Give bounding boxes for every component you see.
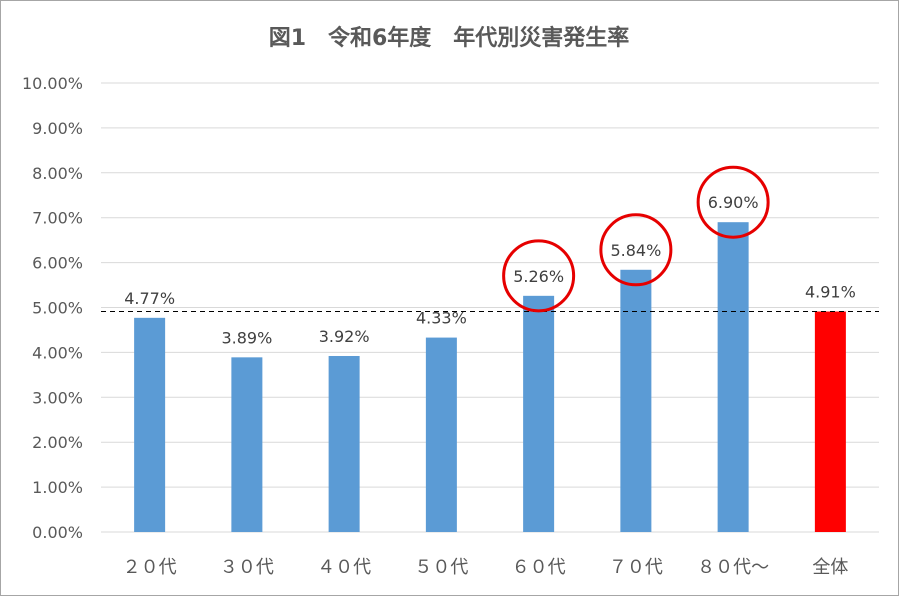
- y-axis-ticks: 0.00% 1.00% 2.00% 3.00% 4.00% 5.00% 6.00% 7.00%…: [22, 74, 83, 542]
- highlight-circle: [696, 165, 770, 239]
- data-label: 4.77%: [124, 289, 175, 308]
- x-category-label: ４０代: [317, 557, 371, 578]
- value-labels: 4.77% 3.89% 3.92% 4.33% 5.26% 5.84% 6.90% 4.91%: [124, 193, 856, 347]
- bar: [231, 357, 263, 532]
- chart-title: 図1 令和6年度 年代別災害発生率: [269, 25, 630, 51]
- x-category-label: ６０代: [512, 557, 566, 578]
- bar: [814, 311, 846, 532]
- data-label: 3.89%: [221, 328, 272, 347]
- data-label: 4.91%: [805, 283, 856, 302]
- x-category-label: ７０代: [609, 557, 663, 578]
- x-category-label: ８０代～: [697, 557, 769, 578]
- y-tick-label: 2.00%: [32, 433, 83, 452]
- bar: [717, 222, 749, 532]
- bar: [134, 317, 166, 532]
- bar: [328, 355, 360, 532]
- data-label: 6.90%: [708, 193, 759, 212]
- bar: [523, 295, 555, 532]
- bar: [425, 337, 457, 532]
- x-category-label: ３０代: [220, 557, 274, 578]
- highlight-circle: [502, 239, 576, 313]
- y-tick-label: 1.00%: [32, 478, 83, 497]
- x-category-label: ５０代: [414, 557, 468, 578]
- y-tick-label: 3.00%: [32, 388, 83, 407]
- data-label: 3.92%: [319, 327, 370, 346]
- y-tick-label: 7.00%: [32, 209, 83, 228]
- data-label: 5.26%: [513, 267, 564, 286]
- y-tick-label: 4.00%: [32, 343, 83, 362]
- y-tick-label: 10.00%: [22, 74, 83, 93]
- bars: [134, 222, 846, 532]
- x-category-label: 全体: [812, 557, 848, 578]
- data-label: 4.33%: [416, 309, 467, 328]
- x-axis-categories: ２０代 ３０代 ４０代 ５０代 ６０代 ７０代 ８０代～ 全体: [123, 557, 849, 578]
- x-category-label: ２０代: [123, 557, 177, 578]
- highlight-circle: [599, 213, 673, 287]
- y-tick-label: 0.00%: [32, 523, 83, 542]
- y-tick-label: 5.00%: [32, 299, 83, 318]
- data-label: 5.84%: [610, 241, 661, 260]
- y-tick-label: 9.00%: [32, 119, 83, 138]
- y-tick-label: 6.00%: [32, 254, 83, 273]
- gridlines: [101, 82, 879, 533]
- highlight-circles: [502, 165, 770, 313]
- bar: [620, 269, 652, 532]
- y-tick-label: 8.00%: [32, 164, 83, 183]
